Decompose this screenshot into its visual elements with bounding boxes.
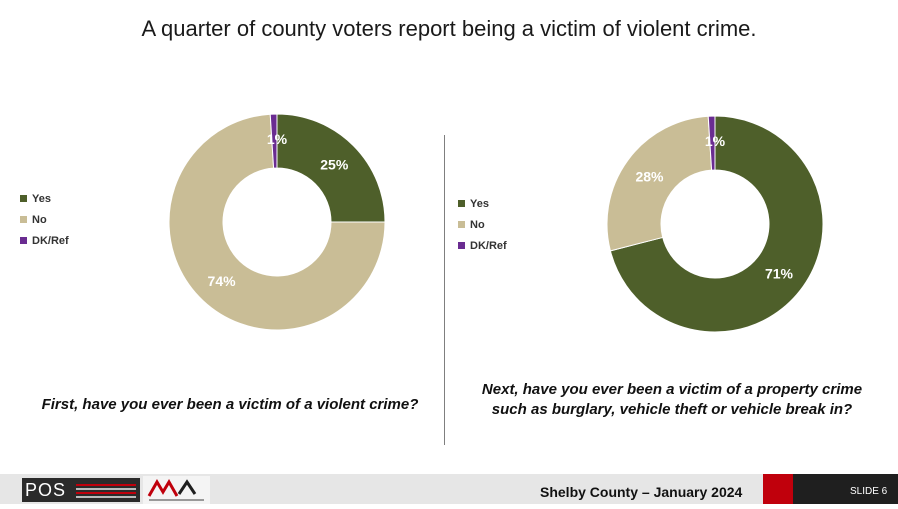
slice-dkref (707, 115, 716, 171)
legend-item-no: No (458, 214, 507, 235)
legend-swatch-yes (20, 195, 27, 202)
legend-swatch-dk (20, 237, 27, 244)
divider (444, 135, 445, 445)
legend-right: Yes No DK/Ref (458, 193, 507, 256)
pos-logo-text: POS (25, 480, 67, 500)
donut-chart-violent: 25% 74% 1% (168, 113, 386, 331)
data-label-dkref: 1% (705, 133, 726, 149)
footer-red-block (763, 474, 793, 504)
legend-item-dk: DK/Ref (458, 235, 507, 256)
legend-label-no: No (32, 213, 47, 226)
legend-item-yes: Yes (458, 193, 507, 214)
data-label-dkref: 1% (267, 131, 288, 147)
slice-dkref (269, 113, 278, 169)
pos-stripe (76, 484, 136, 486)
legend-item-yes: Yes (20, 188, 69, 209)
slide-title: A quarter of county voters report being … (141, 16, 757, 41)
slice-yes (276, 113, 386, 223)
legend-swatch-dk (458, 242, 465, 249)
legend-swatch-no (20, 216, 27, 223)
slice-no (606, 115, 713, 252)
legend-left: Yes No DK/Ref (20, 188, 69, 251)
cmg-logo (143, 476, 210, 504)
data-label-no: 74% (208, 273, 237, 289)
question-property: Next, have you ever been a victim of a p… (481, 381, 863, 418)
footer-center-text: Shelby County – January 2024 (540, 484, 743, 500)
slide-number: SLIDE 6 (850, 486, 888, 497)
legend-label-dk: DK/Ref (470, 239, 507, 252)
pos-stripe (76, 492, 136, 494)
pos-logo-stripes (76, 484, 136, 500)
cmg-logo-mark (147, 479, 204, 501)
slice-yes (609, 115, 824, 333)
pos-stripe (76, 496, 136, 498)
data-label-yes: 71% (765, 266, 794, 282)
legend-label-no: No (470, 218, 485, 231)
legend-swatch-yes (458, 200, 465, 207)
legend-label-yes: Yes (32, 192, 51, 205)
legend-swatch-no (458, 221, 465, 228)
legend-item-dk: DK/Ref (20, 230, 69, 251)
legend-item-no: No (20, 209, 69, 230)
question-violent: First, have you ever been a victim of a … (41, 396, 419, 413)
legend-label-yes: Yes (470, 197, 489, 210)
legend-label-dk: DK/Ref (32, 234, 69, 247)
data-label-yes: 25% (320, 157, 349, 173)
donut-chart-property: 71% 28% 1% (606, 115, 824, 333)
footer-dark-block (793, 474, 898, 504)
pos-stripe (76, 488, 136, 490)
pos-logo (22, 478, 140, 502)
slice-no (168, 113, 386, 331)
data-label-no: 28% (635, 168, 664, 184)
